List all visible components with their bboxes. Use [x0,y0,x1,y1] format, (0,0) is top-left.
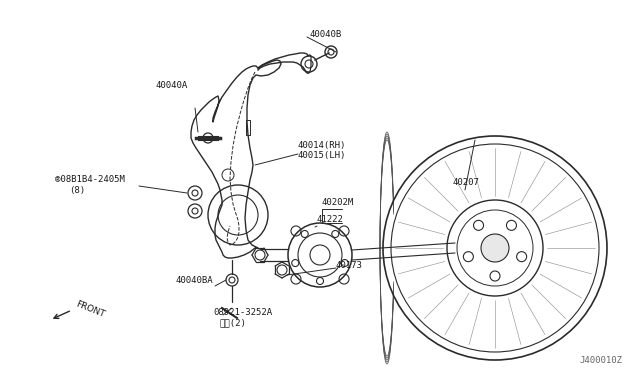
Circle shape [481,234,509,262]
Text: 40040A: 40040A [155,81,188,90]
Text: 40015(LH): 40015(LH) [298,151,346,160]
Text: 40040BA: 40040BA [175,276,212,285]
Text: 40173: 40173 [336,261,363,270]
Text: ®08B1B4-2405M: ®08B1B4-2405M [55,175,125,184]
Text: J400010Z: J400010Z [579,356,622,365]
Text: 40040B: 40040B [310,30,342,39]
Text: 40207: 40207 [453,178,480,187]
Text: FRONT: FRONT [74,299,106,319]
Text: 40014(RH): 40014(RH) [298,141,346,150]
Text: 41222: 41222 [317,215,344,224]
Text: 40202M: 40202M [322,198,355,207]
Text: 08921-3252A: 08921-3252A [213,308,272,317]
Text: ピン(2): ピン(2) [219,318,246,327]
Text: (8): (8) [69,186,85,195]
